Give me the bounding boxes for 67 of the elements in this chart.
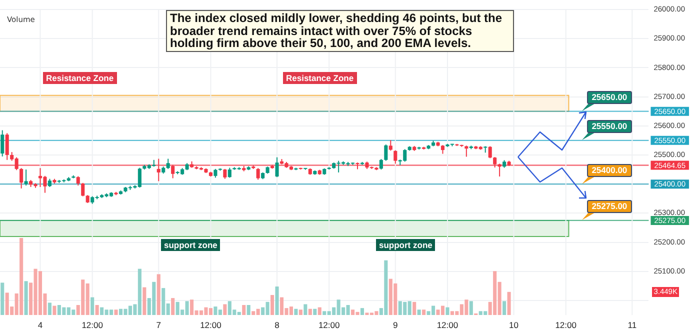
- candlestick: [384, 144, 388, 162]
- annotation: support zone: [376, 239, 436, 251]
- annotation: The index closed mildly lower, shedding 46 points, but the broader trend remains intact with over 75% of stocks holding firm above their 50, 100, and 200 EMA levels.: [166, 10, 514, 52]
- x-tick-label: 10: [508, 320, 520, 330]
- bar: [412, 302, 416, 315]
- bar: [318, 307, 322, 315]
- bar: [422, 310, 426, 315]
- bar: [431, 306, 436, 315]
- candlestick: [464, 145, 468, 158]
- annotation: Resistance Zone: [43, 72, 117, 84]
- bar: [48, 302, 52, 315]
- bar: [52, 306, 56, 315]
- bar: [114, 310, 118, 315]
- x-tick-label: 7: [155, 320, 162, 330]
- annotation: 25650.00: [586, 91, 632, 104]
- bar: [298, 310, 302, 315]
- candlestick: [379, 158, 383, 170]
- bar: [90, 297, 94, 315]
- annotation: 25275.00: [586, 200, 632, 214]
- candlestick: [0, 130, 4, 157]
- bar: [171, 298, 175, 315]
- candlestick: [256, 168, 260, 180]
- x-tick-label: 12:00: [436, 320, 460, 330]
- candlestick: [20, 168, 24, 189]
- candlestick: [5, 132, 9, 160]
- bar: [294, 308, 298, 315]
- bar: [242, 304, 246, 315]
- bar: [304, 304, 308, 315]
- x-tick-label: 11: [626, 320, 638, 330]
- bar: [469, 301, 473, 315]
- x-tick-label: 4: [36, 320, 44, 330]
- bar: [156, 274, 160, 315]
- annotation: support zone: [161, 239, 220, 251]
- bar: [360, 308, 364, 315]
- candlestick: [488, 146, 492, 159]
- bar: [275, 286, 279, 315]
- bar: [24, 281, 28, 315]
- candlestick: [76, 176, 80, 186]
- bar: [142, 287, 146, 315]
- bar: [308, 308, 312, 315]
- annotation: Resistance Zone: [283, 72, 357, 84]
- annotation: 25400.00: [586, 164, 632, 178]
- x-tick-label: 12:00: [554, 320, 578, 330]
- bar: [417, 310, 421, 315]
- candlestick: [166, 158, 170, 170]
- bar: [502, 301, 506, 315]
- bar: [446, 307, 450, 315]
- x-tick-label: 12:00: [199, 320, 222, 330]
- annotation: 25550.00: [586, 120, 632, 134]
- candlestick: [228, 167, 232, 178]
- bar: [95, 304, 99, 315]
- candlestick: [223, 168, 227, 180]
- x-tick-label: 12:00: [317, 320, 341, 330]
- x-tick-label: 8: [274, 320, 280, 330]
- candlestick: [24, 169, 28, 186]
- bar: [313, 308, 317, 315]
- x-tick-label: 12:00: [80, 320, 104, 330]
- bar: [223, 304, 227, 315]
- bar: [270, 294, 274, 315]
- bar: [0, 282, 4, 315]
- candlestick: [81, 182, 85, 197]
- bar: [246, 304, 250, 315]
- bar: [507, 292, 511, 315]
- candlestick: [388, 140, 392, 152]
- candlestick: [394, 150, 398, 164]
- x-tick-label: 9: [392, 320, 399, 330]
- candlestick: [275, 156, 279, 178]
